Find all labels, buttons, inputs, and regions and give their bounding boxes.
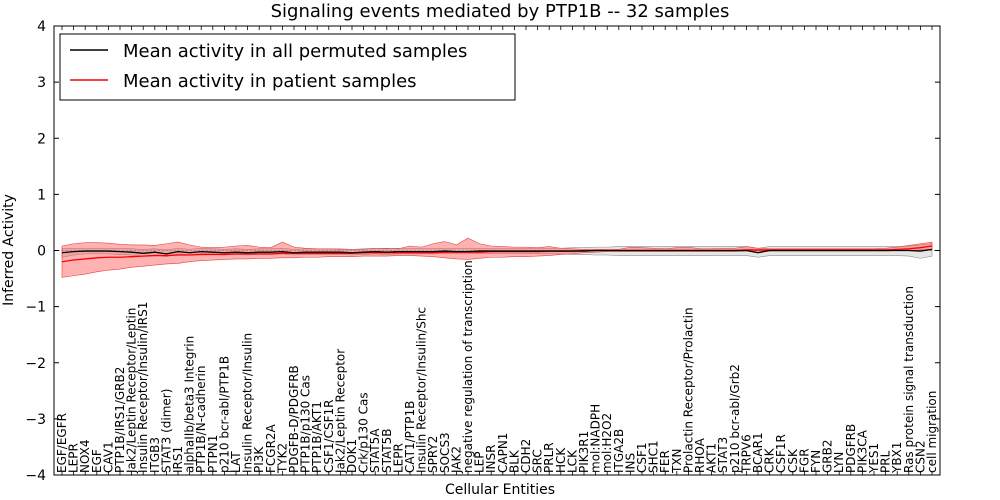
x-tick-label: YBX1 [890,442,904,474]
x-tick-label: negative regulation of transcription [461,260,475,473]
x-tick-label: CSN2 [913,440,927,473]
x-tick-label: CAPN1 [496,433,510,473]
x-tick-label: YES1 [867,443,881,474]
y-tick-label: −3 [25,412,46,428]
x-tick-label: BCAR1 [751,432,765,473]
legend-label-patient: Mean activity in patient samples [123,71,417,92]
x-tick-label: INS [623,453,637,473]
x-tick-label: Insulin Receptor/Insulin [241,333,255,473]
x-tick-label: PTP1B/AKT1 [310,401,324,473]
x-tick-label: HCK [554,447,568,473]
x-tick-label: FCGR2A [264,423,278,473]
x-tick-label: CDH2 [519,439,533,473]
x-tick-label: FGR [797,448,811,473]
x-tick-label: PTPN1 [206,435,220,473]
x-tick-label: INSR [484,445,498,473]
x-tick-label: LEPR [67,443,81,473]
y-tick-label: 3 [37,75,46,91]
x-tick-label: Ras protein signal transduction [902,286,916,473]
x-tick-label: mol:H2O2 [600,413,614,473]
x-tick-label: NOX4 [78,439,92,473]
x-tick-label: TYK2 [275,443,289,474]
x-tick-label: alphaIIb/beta3 Integrin [183,336,197,473]
x-tick-label: TXN [670,448,684,474]
x-tick-label: PI3K [252,446,266,473]
x-tick-label: CSK [786,448,800,473]
y-tick-label: 4 [37,19,46,35]
x-tick-label: CSF1R [774,434,788,473]
y-tick-label: −4 [25,468,46,484]
y-tick-label: −1 [25,300,46,316]
y-tick-label: −2 [25,356,46,372]
x-tick-label: STAT5B [380,429,394,474]
x-tick-label: RHOA [693,437,707,473]
x-tick-label: STAT3 [716,437,730,473]
x-tick-label: EGF [90,449,104,473]
x-tick-label: STAT3 (dimer) [159,389,173,473]
permuted-mean-line [61,248,933,255]
x-tick-label: PTP1B/p130 Cas [299,375,313,473]
x-tick-label: Jak2/Leptin Receptor [333,349,347,474]
x-tick-label: p210 bcr-abl/PTP1B [217,356,231,473]
x-tick-label: IRS1 [171,446,185,473]
x-tick-label: FER [658,450,672,473]
x-tick-label: CRK [763,447,777,473]
x-tick-label: mol:NADPH [589,404,603,473]
x-tick-label: PIK3CA [855,429,869,473]
y-tick-label: 2 [37,131,46,147]
x-tick-label: EGF/EGFR [55,413,69,473]
x-tick-label: PDGFRB [844,424,858,473]
x-tick-label: PTP1B/IRS1/GRB2 [113,367,127,473]
x-axis-label: Cellular Entities [445,482,555,498]
x-tick-label: LAT [229,451,243,473]
x-tick-label: LCK [565,449,579,473]
x-tick-label: LYN [832,452,846,473]
x-tick-label: GRB2 [821,439,835,473]
x-tick-label: ITGB3 [148,437,162,473]
x-tick-label: SRC [531,449,545,473]
x-tick-label: BLK [507,449,521,473]
x-tick-label: AKT1 [705,443,719,473]
x-tick-label: Insulin Receptor/Insulin/IRS1 [136,302,150,473]
x-tick-label: JAK2 [449,446,463,474]
y-tick-label: 0 [37,244,46,260]
x-tick-label: SPRY2 [426,436,440,473]
x-tick-label: Jak2/Leptin Receptor/Leptin [125,308,139,474]
x-tick-label: LEP [473,451,487,473]
x-tick-label: ITGA2B [612,429,626,473]
y-ticks: −4 −3 −2 −1 0 1 2 3 4 [25,19,940,484]
x-tick-label: CSF1/CSF1R [322,400,336,473]
x-tick-label: CSF1 [635,442,649,473]
legend-label-permuted: Mean activity in all permuted samples [123,41,467,62]
x-tick-label: SHC1 [647,440,661,473]
x-tick-label: Crk/p130 Cas [357,392,371,473]
x-tick-label: PIK3R1 [577,431,591,473]
x-tick-label: p210 bcr-abl/Grb2 [728,364,742,473]
x-tick-label: Prolactin Receptor/Prolactin [681,307,695,473]
x-tick-label: STAT5A [368,428,382,473]
x-tick-label: TRPV6 [739,434,753,474]
chart-title: Signaling events mediated by PTP1B -- 32… [271,1,730,22]
x-tick-label: PRL [879,450,893,473]
legend: Mean activity in all permuted samples Me… [59,33,516,101]
x-tick-label: DOK1 [345,439,359,473]
x-tick-label: CAT1/PTP1B [403,401,417,473]
x-tick-label: PRLR [542,442,556,473]
y-tick-label: 1 [37,187,46,203]
x-tick-label: SOCS3 [438,432,452,473]
x-tick-label: PTP1B/N-cadherin [194,366,208,473]
x-tick-label: FYN [809,450,823,473]
x-tick-label: CAV1 [101,441,115,473]
x-tick-label: PDGFB-D/PDGFRB [287,365,301,473]
x-tick-label: Insulin Receptor/Insulin/Shc [415,307,429,473]
x-tick-labels: EGF/EGFRLEPRNOX4EGFCAV1PTP1B/IRS1/GRB2Ja… [55,26,939,475]
x-tick-label: cell migration [925,391,939,473]
plot-area [54,237,940,278]
y-axis-label: Inferred Activity [1,194,17,306]
legend-box [59,33,516,101]
x-tick-label: LEPR [391,443,405,473]
